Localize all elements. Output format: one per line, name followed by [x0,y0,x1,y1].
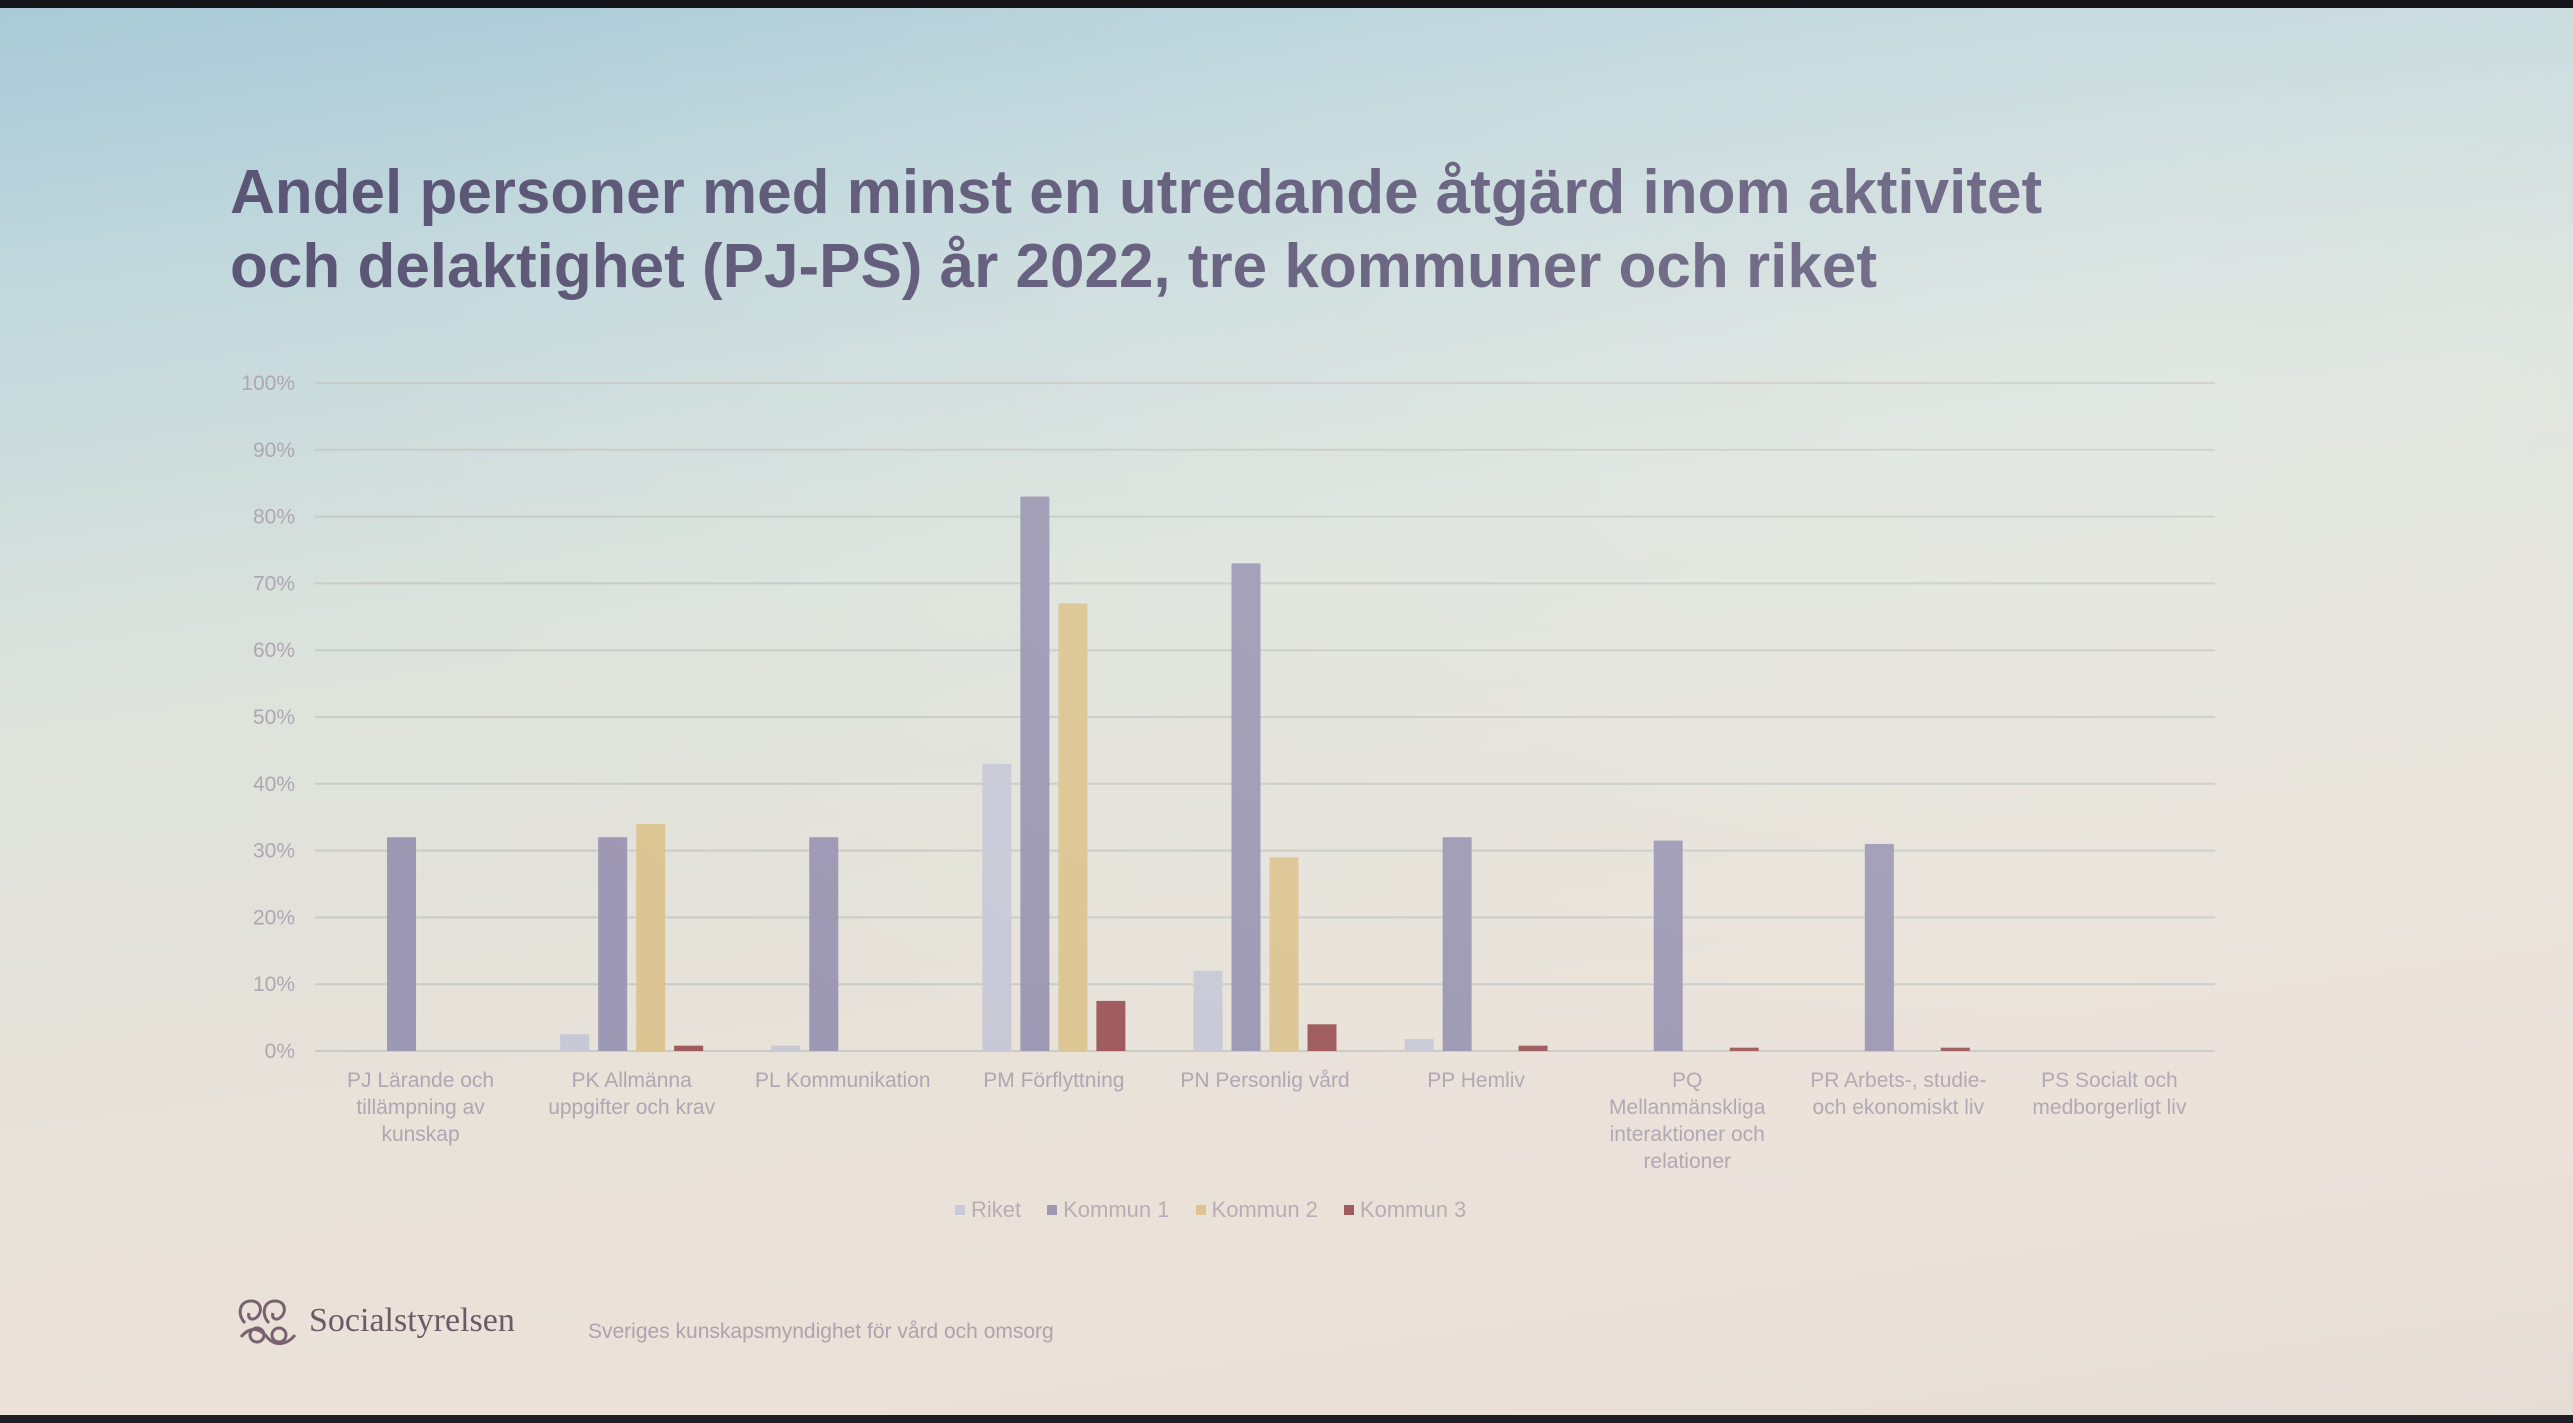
bar-kommun-1 [1231,563,1261,1051]
x-tick-label: medborgerligt liv [2032,1096,2187,1119]
legend-label-riket: Riket [971,1197,1022,1222]
bar-kommun-3 [1307,1024,1337,1051]
bar-riket [1193,970,1223,1051]
y-tick-label: 20% [253,906,295,929]
x-tick-label: PN Personlig vård [1180,1069,1349,1092]
legend-swatch-kommun-1 [1047,1205,1058,1215]
legend-item-kommun-3: Kommun 3 [1343,1197,1467,1223]
x-tick-label: och ekonomiskt liv [1813,1096,1985,1119]
title-line-2: och delaktighet (PJ-PS) år 2022, tre kom… [230,232,1877,301]
legend-label-kommun-1: Kommun 1 [1063,1197,1170,1222]
bar-kommun-1 [1864,843,1894,1051]
x-tick-label: PP Hemliv [1427,1069,1525,1092]
bar-kommun-1 [809,837,839,1051]
y-tick-label: 90% [253,439,295,462]
y-tick-label: 10% [253,973,295,996]
legend-item-riket: Riket [955,1197,1021,1223]
bar-riket [982,763,1012,1051]
legend-swatch-kommun-3 [1343,1205,1354,1215]
x-tick-label: PJ Lärande och [347,1069,494,1092]
title-line-1: Andel personer med minst en utredande åt… [230,158,2043,227]
bar-kommun-1 [1442,837,1472,1051]
bar-kommun-1 [387,837,417,1051]
x-tick-label: kunskap [381,1123,459,1146]
bar-kommun-3 [1729,1047,1759,1051]
legend-swatch-riket [955,1205,965,1215]
legend-swatch-kommun-2 [1195,1205,1206,1215]
tagline: Sveriges kunskapsmyndighet för vård och … [588,1320,1054,1343]
x-tick-label: tillämpning av [356,1096,485,1119]
y-tick-label: 70% [253,572,295,595]
y-tick-label: 100% [241,372,295,395]
bar-riket [560,1034,590,1051]
bar-kommun-3 [1940,1047,1970,1051]
x-tick-label: PQ [1672,1069,1702,1092]
chart-title: Andel personer med minst en utredande åt… [230,156,2230,304]
y-tick-label: 30% [253,840,295,863]
bar-kommun-2 [1269,857,1299,1051]
y-tick-label: 80% [253,506,295,529]
logo-text: Socialstyrelsen [309,1302,515,1339]
bar-kommun-1 [1653,840,1683,1051]
chart-legend: Riket Kommun 1 Kommun 2 Kommun 3 [955,1195,1466,1225]
x-tick-label: PK Allmänna [572,1069,693,1092]
logo-icon [238,1299,297,1345]
bar-kommun-3 [1518,1045,1548,1051]
x-tick-label: uppgifter och krav [548,1096,715,1119]
bar-kommun-2 [636,823,666,1051]
y-tick-label: 60% [253,639,295,662]
x-tick-label: PR Arbets-, studie- [1810,1069,1986,1092]
x-tick-label: relationer [1643,1150,1731,1173]
bar-kommun-3 [1096,1000,1126,1051]
bar-kommun-1 [598,837,628,1051]
x-tick-label: PL Kommunikation [755,1069,930,1092]
legend-label-kommun-3: Kommun 3 [1359,1197,1467,1222]
bar-kommun-3 [674,1045,704,1051]
bar-riket [1404,1038,1434,1051]
bar-chart: 0% 10% 20% 30% 40% 50% 60% 70% 80% 90% 100% PJ Lära… [241,372,2215,1173]
x-tick-label: Mellanmänskliga [1609,1096,1766,1119]
x-tick-label: PS Socialt och [2041,1069,2178,1092]
legend-item-kommun-2: Kommun 2 [1195,1197,1318,1223]
bar-kommun-1 [1020,496,1050,1051]
bar-kommun-2 [1058,603,1088,1051]
bar-riket [771,1045,801,1051]
socialstyrelsen-logo: Socialstyrelsen [235,1291,515,1351]
x-tick-label: PM Förflyttning [983,1069,1124,1092]
legend-item-kommun-1: Kommun 1 [1047,1197,1170,1223]
y-tick-label: 0% [265,1040,295,1063]
y-tick-label: 40% [253,773,295,796]
y-tick-label: 50% [253,706,295,729]
legend-label-kommun-2: Kommun 2 [1211,1197,1318,1222]
x-tick-label: interaktioner och [1610,1123,1765,1146]
